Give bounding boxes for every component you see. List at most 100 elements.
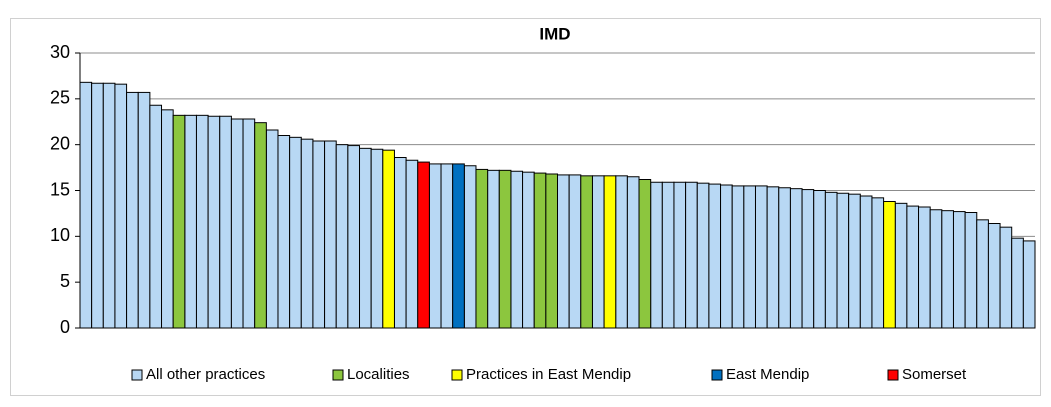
y-tick-label: 15 (50, 179, 70, 199)
legend-swatch (451, 369, 463, 381)
bar (848, 193, 861, 329)
bar (859, 195, 873, 329)
bar (219, 115, 232, 329)
bar (580, 175, 593, 329)
y-tick-label: 20 (50, 133, 70, 153)
bar (941, 210, 954, 329)
bar (813, 190, 826, 329)
bar (405, 159, 419, 329)
bar (300, 138, 314, 329)
bar (277, 135, 291, 329)
bar (102, 82, 116, 329)
bar (463, 165, 477, 329)
bar (254, 122, 267, 329)
bar (720, 184, 733, 329)
legend-label: All other practices (146, 366, 265, 383)
bar (359, 147, 372, 329)
bar (161, 109, 174, 329)
bar (743, 185, 756, 329)
bar (545, 173, 558, 329)
chart-title: IMD (539, 24, 570, 43)
bar (603, 175, 617, 329)
bar (638, 179, 652, 329)
bar (347, 145, 361, 329)
bar (591, 175, 605, 329)
bar (661, 181, 675, 329)
bar (324, 140, 337, 329)
bar (836, 192, 850, 329)
bar (964, 212, 978, 329)
bar (871, 197, 885, 329)
bar (207, 115, 221, 329)
bar (673, 181, 687, 329)
legend-label: East Mendip (726, 366, 809, 383)
bar (91, 82, 104, 329)
bar (184, 114, 197, 329)
bar (114, 83, 128, 329)
bar (265, 129, 279, 329)
bar (952, 211, 966, 329)
bar (650, 181, 663, 329)
bar (428, 163, 442, 329)
y-tick-label: 0 (60, 317, 70, 337)
bar (370, 148, 384, 329)
y-tick-label: 30 (50, 42, 70, 62)
bar (335, 144, 349, 329)
legend-label: Practices in East Mendip (466, 366, 631, 383)
bar (172, 114, 186, 329)
bar (557, 174, 570, 329)
bar (79, 81, 93, 329)
bar (918, 206, 931, 329)
bar (242, 118, 256, 329)
bar (1011, 237, 1024, 329)
bar (393, 157, 407, 329)
bar (906, 205, 920, 329)
y-tick-label: 25 (50, 88, 70, 108)
bar (883, 201, 896, 329)
legend-swatch (887, 369, 899, 381)
bar (615, 175, 628, 329)
bar (626, 176, 640, 329)
bar (766, 186, 780, 329)
bar (475, 168, 489, 329)
bar (137, 91, 151, 329)
bar (522, 171, 535, 329)
bar (778, 187, 791, 329)
bar (230, 118, 244, 329)
legend-swatch (131, 369, 143, 381)
bar (999, 226, 1013, 329)
bar (894, 202, 908, 329)
bar (289, 136, 302, 329)
bar (452, 163, 465, 329)
y-tick-label: 5 (60, 271, 70, 291)
bar (195, 114, 209, 329)
bar (126, 91, 139, 329)
bar (1022, 240, 1036, 329)
bar (754, 185, 768, 329)
legend-swatch (711, 369, 723, 381)
bar (382, 149, 395, 329)
bar (824, 191, 838, 329)
legend-label: Somerset (902, 366, 967, 383)
y-tick-label: 10 (50, 225, 70, 245)
bar (696, 182, 710, 329)
bar (312, 140, 326, 329)
bar (929, 209, 943, 329)
bar (801, 189, 815, 329)
legend-label: Localities (347, 366, 410, 383)
bar (976, 219, 989, 329)
bar (487, 169, 500, 329)
bar (440, 163, 454, 329)
bar (498, 169, 512, 329)
bar (149, 104, 163, 329)
bar (417, 161, 430, 329)
bar (708, 183, 722, 329)
bar (987, 223, 1001, 329)
bar (510, 170, 524, 329)
bar (685, 181, 698, 329)
legend-swatch (332, 369, 344, 381)
bar (731, 185, 745, 329)
bar (533, 172, 547, 329)
bar (568, 174, 582, 329)
